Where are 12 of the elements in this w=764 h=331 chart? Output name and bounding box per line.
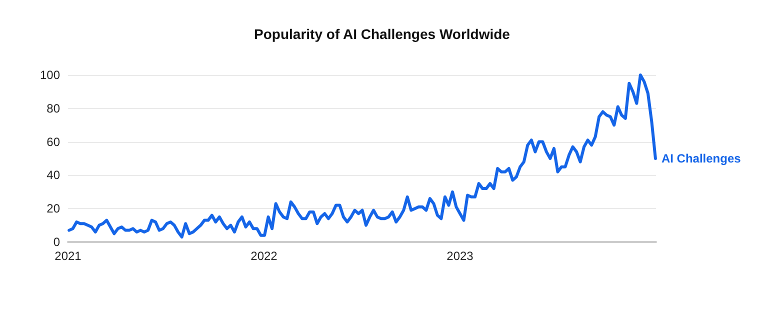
x-tick-label: 2022: [250, 249, 278, 263]
y-tick-label: 0: [53, 235, 60, 249]
x-tick-label: 2023: [446, 249, 474, 263]
y-tick-label: 60: [46, 134, 60, 149]
y-tick-label: 80: [46, 101, 60, 116]
series-label: AI Challenges: [661, 152, 742, 166]
x-tick-label: 2021: [54, 249, 82, 263]
line-series: [68, 74, 657, 238]
y-tick-label: 100: [40, 68, 60, 82]
y-tick-label: 40: [46, 168, 60, 182]
y-tick-label: 20: [46, 202, 60, 216]
chart-title: Popularity of AI Challenges Worldwide: [254, 26, 510, 42]
